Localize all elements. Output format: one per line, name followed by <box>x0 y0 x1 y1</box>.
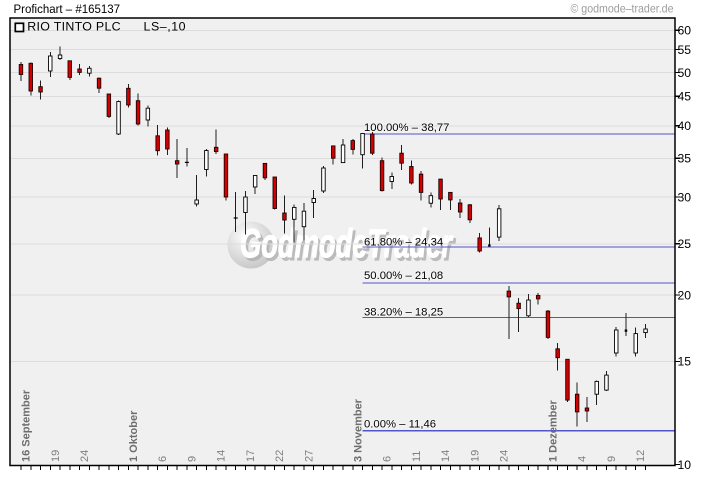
svg-text:RIO TINTO PLC: RIO TINTO PLC <box>27 20 121 34</box>
svg-text:61.80% – 24,34: 61.80% – 24,34 <box>364 237 443 249</box>
svg-text:14: 14 <box>216 450 228 462</box>
svg-text:6: 6 <box>382 456 394 462</box>
svg-text:1 Oktober: 1 Oktober <box>128 410 140 462</box>
svg-text:22: 22 <box>274 450 286 462</box>
svg-text:27: 27 <box>304 450 316 462</box>
svg-text:10: 10 <box>678 458 692 472</box>
svg-text:19: 19 <box>469 450 481 462</box>
svg-text:35: 35 <box>678 152 692 166</box>
svg-text:40: 40 <box>678 119 692 133</box>
svg-text:11: 11 <box>411 451 423 462</box>
svg-text:15: 15 <box>678 355 692 369</box>
svg-text:14: 14 <box>440 450 452 462</box>
svg-text:© godmode–trader.de: © godmode–trader.de <box>571 1 674 15</box>
svg-text:25: 25 <box>678 237 692 251</box>
svg-text:17: 17 <box>245 450 257 462</box>
svg-text:6: 6 <box>157 456 169 462</box>
svg-text:20: 20 <box>678 288 692 302</box>
svg-text:50.00% – 21,08: 50.00% – 21,08 <box>364 270 443 282</box>
svg-text:45: 45 <box>678 90 692 104</box>
svg-text:24: 24 <box>79 450 91 462</box>
svg-text:0.00% – 11,46: 0.00% – 11,46 <box>364 419 436 431</box>
svg-text:9: 9 <box>186 456 198 462</box>
svg-text:30: 30 <box>678 190 692 204</box>
svg-text:12: 12 <box>635 450 647 462</box>
svg-text:24: 24 <box>499 450 511 462</box>
svg-text:100.00% – 38,77: 100.00% – 38,77 <box>364 122 449 134</box>
svg-text:LS–,10: LS–,10 <box>144 20 187 34</box>
svg-text:4: 4 <box>577 456 589 462</box>
svg-text:50: 50 <box>678 66 692 80</box>
svg-text:3 November: 3 November <box>352 398 364 462</box>
svg-text:9: 9 <box>606 456 618 462</box>
svg-text:16 September: 16 September <box>21 389 33 462</box>
svg-text:38.20% – 18,25: 38.20% – 18,25 <box>364 307 443 319</box>
svg-text:Profichart – #165137: Profichart – #165137 <box>14 2 121 16</box>
svg-text:55: 55 <box>678 43 692 57</box>
svg-text:19: 19 <box>50 450 62 462</box>
svg-text:1 Dezember: 1 Dezember <box>547 400 559 462</box>
svg-text:60: 60 <box>678 24 692 38</box>
